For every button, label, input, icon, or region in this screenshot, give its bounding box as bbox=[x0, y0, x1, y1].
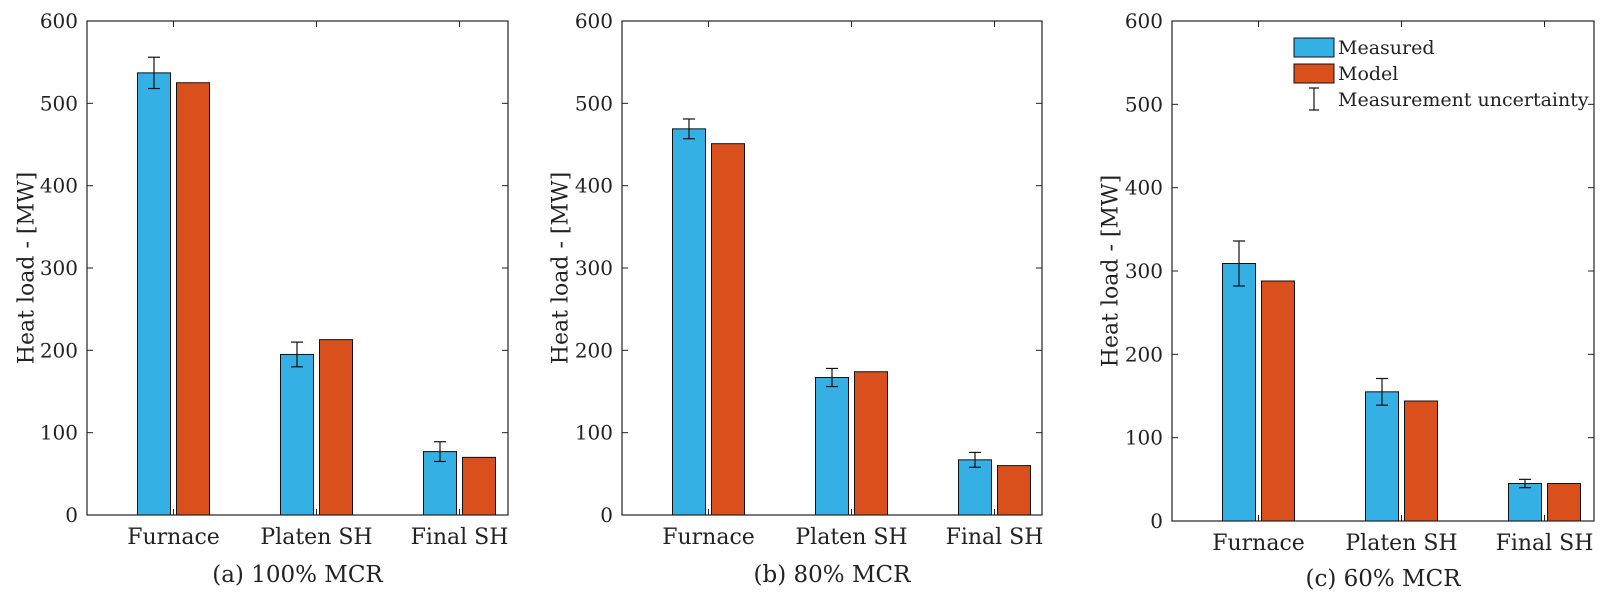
y-tick-label: 400 bbox=[1125, 176, 1163, 200]
bar-measured-furnace bbox=[1222, 263, 1256, 522]
error-bar-furnace bbox=[148, 56, 160, 90]
bar-model-final-sh bbox=[1547, 483, 1581, 522]
x-tick-label: Final SH bbox=[411, 525, 509, 550]
legend-label: Measurement uncertainty bbox=[1338, 89, 1589, 111]
error-bar-final-sh bbox=[434, 441, 446, 463]
y-tick-label: 0 bbox=[1150, 509, 1163, 533]
error-bar-furnace bbox=[683, 118, 695, 140]
x-tick-label: Final SH bbox=[946, 525, 1044, 550]
x-tick-label: Platen SH bbox=[260, 525, 372, 550]
y-tick-label: 100 bbox=[575, 421, 613, 445]
bar-measured-platen-sh bbox=[280, 353, 314, 516]
chart-panel-1: Furnace Platen SH Final SH 0 100 200 300 400 500… bbox=[15, 9, 509, 588]
x-tick-label: Platen SH bbox=[795, 525, 907, 550]
error-bar-platen-sh bbox=[826, 367, 838, 388]
y-tick-label: 200 bbox=[575, 338, 613, 362]
error-bar-final-sh bbox=[969, 451, 981, 468]
panel-caption: (b) 80% MCR bbox=[754, 562, 912, 588]
y-tick-label: 200 bbox=[1125, 342, 1163, 366]
y-tick-label: 300 bbox=[1125, 259, 1163, 283]
legend-label: Model bbox=[1338, 63, 1398, 85]
bar-model-furnace bbox=[1261, 280, 1295, 522]
bar-model-platen-sh bbox=[319, 339, 353, 516]
x-tick-label: Furnace bbox=[662, 525, 755, 550]
y-axis-label: Heat load - [MW] bbox=[15, 172, 40, 364]
panel-caption: (c) 60% MCR bbox=[1305, 566, 1461, 592]
y-tick-label: 500 bbox=[40, 91, 78, 115]
y-tick-label: 0 bbox=[65, 503, 78, 527]
y-tick-label: 600 bbox=[1125, 9, 1163, 33]
y-axis-label: Heat load - [MW] bbox=[1099, 175, 1124, 367]
y-tick-label: 600 bbox=[575, 9, 613, 33]
y-tick-label: 400 bbox=[40, 174, 78, 198]
y-tick-label: 500 bbox=[575, 91, 613, 115]
legend: Measured Model Measurement uncertainty bbox=[1293, 37, 1589, 111]
bar-model-furnace bbox=[176, 82, 210, 516]
error-bar-furnace bbox=[1233, 240, 1245, 287]
y-tick-label: 600 bbox=[40, 9, 78, 33]
x-tick-label: Platen SH bbox=[1345, 531, 1457, 556]
bar-measured-final-sh bbox=[1508, 483, 1542, 522]
bar-measured-final-sh bbox=[958, 459, 992, 516]
bar-measured-furnace bbox=[672, 128, 706, 516]
y-tick-label: 500 bbox=[1125, 92, 1163, 116]
bar-measured-furnace bbox=[137, 72, 171, 516]
error-bar-final-sh bbox=[1519, 478, 1531, 489]
bar-model-platen-sh bbox=[854, 371, 888, 516]
bar-model-final-sh bbox=[997, 465, 1031, 516]
legend-label: Measured bbox=[1338, 37, 1435, 59]
legend-swatch-model bbox=[1293, 63, 1335, 84]
x-tick-label: Furnace bbox=[127, 525, 220, 550]
y-tick-label: 200 bbox=[40, 338, 78, 362]
x-tick-label: Final SH bbox=[1496, 531, 1594, 556]
bar-measured-platen-sh bbox=[815, 377, 849, 516]
y-tick-label: 0 bbox=[600, 503, 613, 527]
legend-errorbar-marker bbox=[1309, 87, 1319, 111]
y-tick-label: 300 bbox=[575, 256, 613, 280]
y-tick-label: 300 bbox=[40, 256, 78, 280]
y-tick-label: 100 bbox=[40, 421, 78, 445]
panel-caption: (a) 100% MCR bbox=[212, 562, 383, 588]
y-tick-label: 400 bbox=[575, 174, 613, 198]
error-bar-platen-sh bbox=[1376, 377, 1388, 406]
bar-measured-platen-sh bbox=[1365, 391, 1399, 522]
chart-panel-3: Furnace Platen SH Final SH 0 100 200 300 400 500… bbox=[1099, 9, 1595, 592]
x-tick-label: Furnace bbox=[1212, 531, 1305, 556]
y-tick-label: 100 bbox=[1125, 426, 1163, 450]
error-bar-platen-sh bbox=[291, 341, 303, 368]
bar-model-furnace bbox=[711, 143, 745, 516]
y-axis-label: Heat load - [MW] bbox=[549, 172, 574, 364]
legend-swatch-measured bbox=[1293, 37, 1335, 58]
bar-model-platen-sh bbox=[1404, 400, 1438, 522]
bar-model-final-sh bbox=[462, 456, 496, 516]
chart-panel-2: Furnace Platen SH Final SH 0 100 200 300 400 500… bbox=[549, 9, 1044, 588]
